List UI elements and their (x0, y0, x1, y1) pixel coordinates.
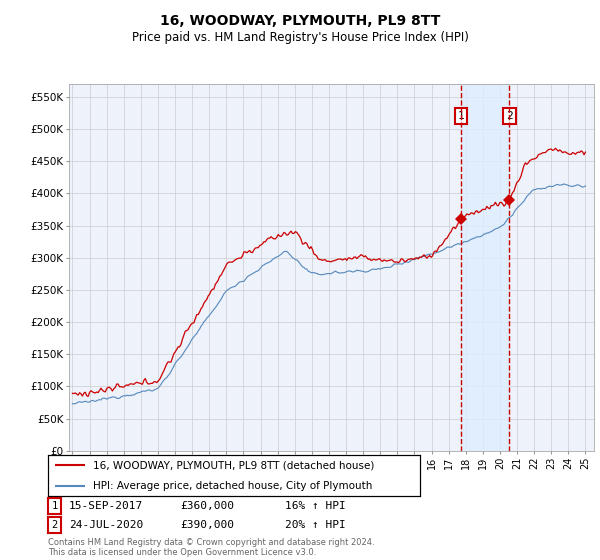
Text: 15-SEP-2017: 15-SEP-2017 (69, 501, 143, 511)
Text: 16, WOODWAY, PLYMOUTH, PL9 8TT: 16, WOODWAY, PLYMOUTH, PL9 8TT (160, 14, 440, 28)
Text: 1: 1 (457, 111, 464, 121)
Text: £390,000: £390,000 (180, 520, 234, 530)
Text: 1: 1 (52, 501, 58, 511)
Text: Price paid vs. HM Land Registry's House Price Index (HPI): Price paid vs. HM Land Registry's House … (131, 31, 469, 44)
Text: 24-JUL-2020: 24-JUL-2020 (69, 520, 143, 530)
Text: 2: 2 (52, 520, 58, 530)
Text: 16% ↑ HPI: 16% ↑ HPI (285, 501, 346, 511)
Text: HPI: Average price, detached house, City of Plymouth: HPI: Average price, detached house, City… (92, 480, 372, 491)
Text: 2: 2 (506, 111, 513, 121)
Text: 20% ↑ HPI: 20% ↑ HPI (285, 520, 346, 530)
Text: Contains HM Land Registry data © Crown copyright and database right 2024.
This d: Contains HM Land Registry data © Crown c… (48, 538, 374, 557)
Text: 16, WOODWAY, PLYMOUTH, PL9 8TT (detached house): 16, WOODWAY, PLYMOUTH, PL9 8TT (detached… (92, 460, 374, 470)
Bar (461, 84, 509, 451)
Text: £360,000: £360,000 (180, 501, 234, 511)
